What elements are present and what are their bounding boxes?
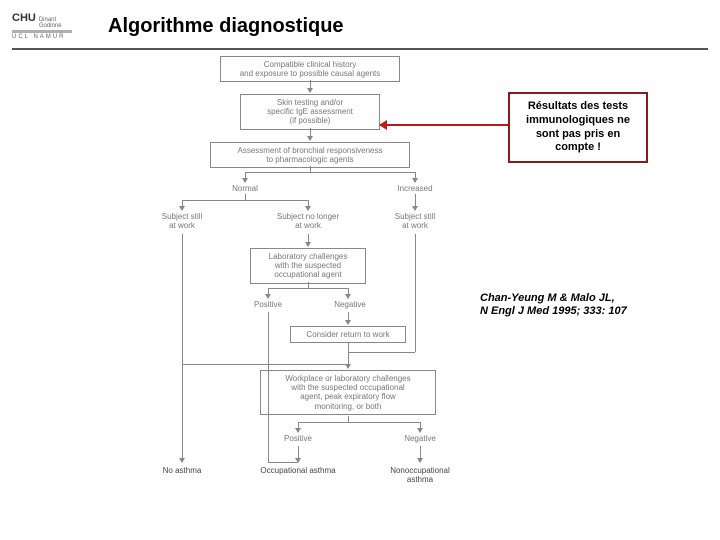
line-3-h xyxy=(245,172,415,173)
label-still-work-right: Subject stillat work xyxy=(387,212,443,230)
line-left-merge xyxy=(182,364,348,365)
outcome-occupational: Occupational asthma xyxy=(248,466,348,475)
line-right-merge xyxy=(348,352,415,353)
logo-main: CHU xyxy=(12,13,36,24)
logo-bar xyxy=(12,30,72,33)
diagnostic-flowchart: Compatible clinical historyand exposure … xyxy=(140,56,480,526)
label-4-pos: Positive xyxy=(248,300,288,309)
arrow-4-pos xyxy=(268,288,269,298)
arrow-out-left xyxy=(182,364,183,462)
content-area: Compatible clinical historyand exposure … xyxy=(0,56,720,536)
outcome-no-asthma: No asthma xyxy=(154,466,210,475)
node-return-work: Consider return to work xyxy=(290,326,406,343)
label-normal: Normal xyxy=(225,184,265,193)
header-bar: CHU Dinant Godinne UCL NAMUR Algorithme … xyxy=(0,0,720,48)
arrow-3-normal xyxy=(245,172,246,182)
arrow-out-mid xyxy=(298,446,299,462)
label-6-neg: Negative xyxy=(398,434,442,443)
line-6-h xyxy=(298,422,420,423)
arrow-2-3 xyxy=(310,128,311,140)
logo-bottom: UCL NAMUR xyxy=(12,34,92,40)
citation: Chan-Yeung M & Malo JL, N Engl J Med 199… xyxy=(480,292,627,318)
node-bronchial: Assessment of bronchial responsivenessto… xyxy=(210,142,410,168)
node-skin-test: Skin testing and/orspecific IgE assessme… xyxy=(240,94,380,130)
arrow-3-increased xyxy=(415,172,416,182)
arrow-to-box6 xyxy=(348,354,349,368)
arrow-6-neg xyxy=(420,422,421,432)
label-no-longer: Subject no longerat work xyxy=(268,212,348,230)
arrow-increased-down xyxy=(415,194,416,210)
label-increased: Increased xyxy=(392,184,438,193)
title-underline xyxy=(12,48,708,50)
arrow-out-right xyxy=(420,446,421,462)
callout-arrow xyxy=(380,124,508,126)
line-left-long xyxy=(182,234,183,364)
arrow-normal-b xyxy=(308,200,309,210)
citation-line2: N Engl J Med 1995; 333: 107 xyxy=(480,305,627,318)
arrow-1-2 xyxy=(310,80,311,92)
page-title: Algorithme diagnostique xyxy=(108,15,344,38)
logo-sub2: Godinne xyxy=(39,23,62,29)
callout-box: Résultats des testsimmunologiques nesont… xyxy=(508,92,648,163)
line-normal-h xyxy=(182,200,308,201)
label-still-work-left: Subject stillat work xyxy=(154,212,210,230)
node-workplace-challenge: Workplace or laboratory challengeswith t… xyxy=(260,370,436,415)
arrow-6-pos xyxy=(298,422,299,432)
node-lab-challenge: Laboratory challengeswith the suspectedo… xyxy=(250,248,366,284)
arrow-4-neg xyxy=(348,288,349,298)
label-6-pos: Positive xyxy=(278,434,318,443)
node-history: Compatible clinical historyand exposure … xyxy=(220,56,400,82)
hospital-logo: CHU Dinant Godinne UCL NAMUR xyxy=(12,8,92,44)
line-4-h xyxy=(268,288,348,289)
arrow-normal-a xyxy=(182,200,183,210)
line-pos4-long xyxy=(268,312,269,462)
label-4-neg: Negative xyxy=(328,300,372,309)
line-right-long xyxy=(415,234,416,352)
line-pos-merge xyxy=(268,462,298,463)
outcome-nonoccupational: Nonoccupationalasthma xyxy=(376,466,464,484)
arrow-to-box4 xyxy=(308,234,309,246)
citation-line1: Chan-Yeung M & Malo JL, xyxy=(480,292,627,305)
arrow-to-box5 xyxy=(348,312,349,324)
